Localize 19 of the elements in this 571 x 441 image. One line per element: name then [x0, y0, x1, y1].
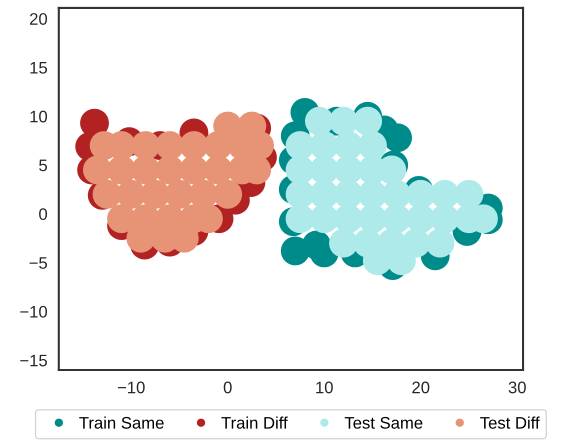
legend-label: Test Same: [344, 416, 422, 429]
y-tick-label: 0: [39, 208, 48, 220]
x-tick-label: 30: [508, 382, 526, 394]
y-tick-label: 10: [30, 110, 48, 122]
y-tick-label: 20: [30, 13, 48, 25]
y-tick-label: −5: [30, 257, 48, 269]
y-tick-label: 5: [39, 160, 48, 172]
legend-label: Train Same: [79, 416, 164, 429]
legend-label: Test Diff: [480, 416, 540, 429]
x-tick-label: −10: [118, 382, 145, 394]
point: [92, 180, 122, 209]
x-tick-label: 0: [224, 382, 232, 394]
y-tick-label: −15: [20, 354, 48, 366]
x-tick-label: 10: [316, 382, 333, 394]
y-tick-label: 15: [30, 62, 48, 74]
legend-label: Train Diff: [221, 416, 288, 429]
x-tick-label: 20: [412, 382, 430, 394]
y-tick-label: −10: [20, 306, 48, 318]
point: [302, 230, 331, 260]
